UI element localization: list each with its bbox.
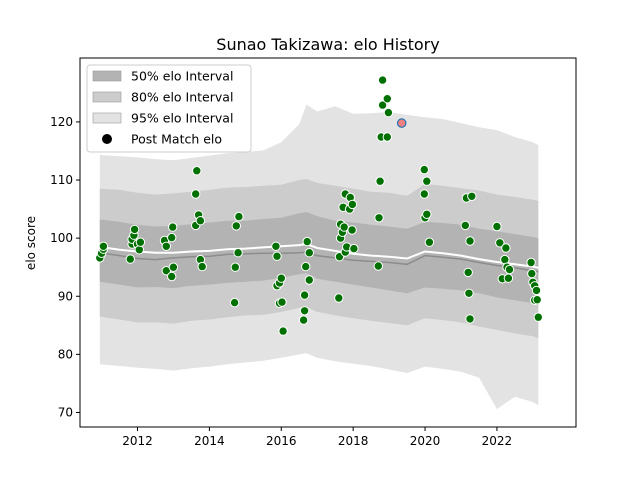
data-point xyxy=(301,261,311,272)
data-point xyxy=(465,236,475,246)
data-point xyxy=(503,273,514,283)
legend-swatch xyxy=(92,70,122,82)
data-point xyxy=(271,241,281,252)
data-point xyxy=(533,312,543,322)
legend-marker-dot xyxy=(102,134,112,144)
band-50-percent xyxy=(99,212,539,305)
data-point xyxy=(231,221,242,231)
legend-label: 80% elo Interval xyxy=(131,90,233,105)
data-point xyxy=(298,315,309,325)
data-point xyxy=(374,213,384,223)
y-tick-label: 100 xyxy=(50,231,73,245)
data-point xyxy=(419,164,429,175)
highlighted-point xyxy=(396,118,407,128)
data-point xyxy=(168,222,178,232)
data-point xyxy=(377,100,388,110)
data-point xyxy=(191,189,201,199)
data-point xyxy=(500,254,510,265)
data-point xyxy=(278,326,288,336)
data-point xyxy=(424,237,435,247)
data-point xyxy=(272,251,282,261)
data-point xyxy=(195,216,206,226)
data-point xyxy=(349,243,359,254)
data-point xyxy=(526,257,536,268)
axes-frame xyxy=(79,57,577,428)
y-tick-label: 90 xyxy=(58,289,73,303)
axes: 2012 2014 2016 2018 2020 2022 70 80 90 100 110 120 xyxy=(50,57,577,448)
legend-label: 50% elo Interval xyxy=(131,69,233,84)
legend-label: 95% elo Interval xyxy=(131,111,233,126)
data-point xyxy=(167,232,177,243)
data-point xyxy=(492,221,502,232)
data-point xyxy=(501,243,511,253)
data-point xyxy=(299,306,310,316)
legend-box xyxy=(86,64,252,153)
data-point xyxy=(192,166,202,176)
data-point xyxy=(504,264,515,275)
data-point xyxy=(125,254,136,264)
post-match-elo-line xyxy=(99,242,539,269)
legend-swatch xyxy=(92,91,122,103)
data-point xyxy=(134,245,145,255)
data-point xyxy=(234,211,244,222)
x-tick-label: 2012 xyxy=(122,434,153,448)
legend-label: Post Match elo xyxy=(131,132,222,147)
data-point xyxy=(422,176,432,186)
mean-elo-line xyxy=(99,251,539,273)
data-point xyxy=(347,199,358,210)
data-point xyxy=(375,176,385,186)
data-point xyxy=(168,262,179,272)
data-point xyxy=(527,268,537,279)
data-point xyxy=(383,107,394,118)
x-tick-label: 2020 xyxy=(410,434,441,448)
data-point xyxy=(302,236,312,247)
data-point xyxy=(233,248,243,258)
data-point xyxy=(135,237,146,247)
legend: 50% elo Interval 80% elo Interval 95% elo … xyxy=(86,64,252,153)
data-point xyxy=(460,220,470,231)
data-point xyxy=(229,297,240,308)
data-point xyxy=(299,290,310,300)
data-point xyxy=(495,238,505,248)
data-point xyxy=(277,297,287,307)
data-point xyxy=(531,285,542,296)
data-point xyxy=(377,75,388,85)
data-point xyxy=(304,275,314,285)
data-point xyxy=(304,248,314,258)
plot-area xyxy=(95,75,543,409)
data-point xyxy=(230,262,241,272)
legend-swatch xyxy=(92,112,122,124)
data-point xyxy=(197,261,207,272)
y-tick-label: 110 xyxy=(50,173,73,187)
data-point xyxy=(98,241,109,252)
y-axis-label: elo score xyxy=(24,216,38,270)
data-point xyxy=(129,224,140,235)
y-tick-label: 80 xyxy=(58,347,73,361)
x-tick-label: 2016 xyxy=(266,434,297,448)
chart-title: Sunao Takizawa: elo History xyxy=(216,35,439,54)
data-point xyxy=(339,222,349,232)
data-point xyxy=(276,273,286,283)
data-point xyxy=(422,209,432,220)
data-point xyxy=(464,288,474,298)
y-tick-label: 120 xyxy=(50,115,73,129)
data-point xyxy=(161,241,172,252)
data-point xyxy=(373,261,383,271)
data-point xyxy=(465,314,475,324)
x-tick-label: 2014 xyxy=(194,434,225,448)
data-point xyxy=(334,293,344,303)
data-point xyxy=(532,295,542,305)
data-point xyxy=(167,271,177,282)
x-tick-label: 2018 xyxy=(338,434,369,448)
x-tick-label: 2022 xyxy=(482,434,513,448)
y-tick-label: 70 xyxy=(58,405,73,419)
data-point xyxy=(419,189,429,199)
data-point xyxy=(467,191,477,202)
data-point xyxy=(382,94,392,104)
data-point xyxy=(382,132,392,142)
data-point xyxy=(463,267,473,278)
data-point xyxy=(347,225,357,235)
